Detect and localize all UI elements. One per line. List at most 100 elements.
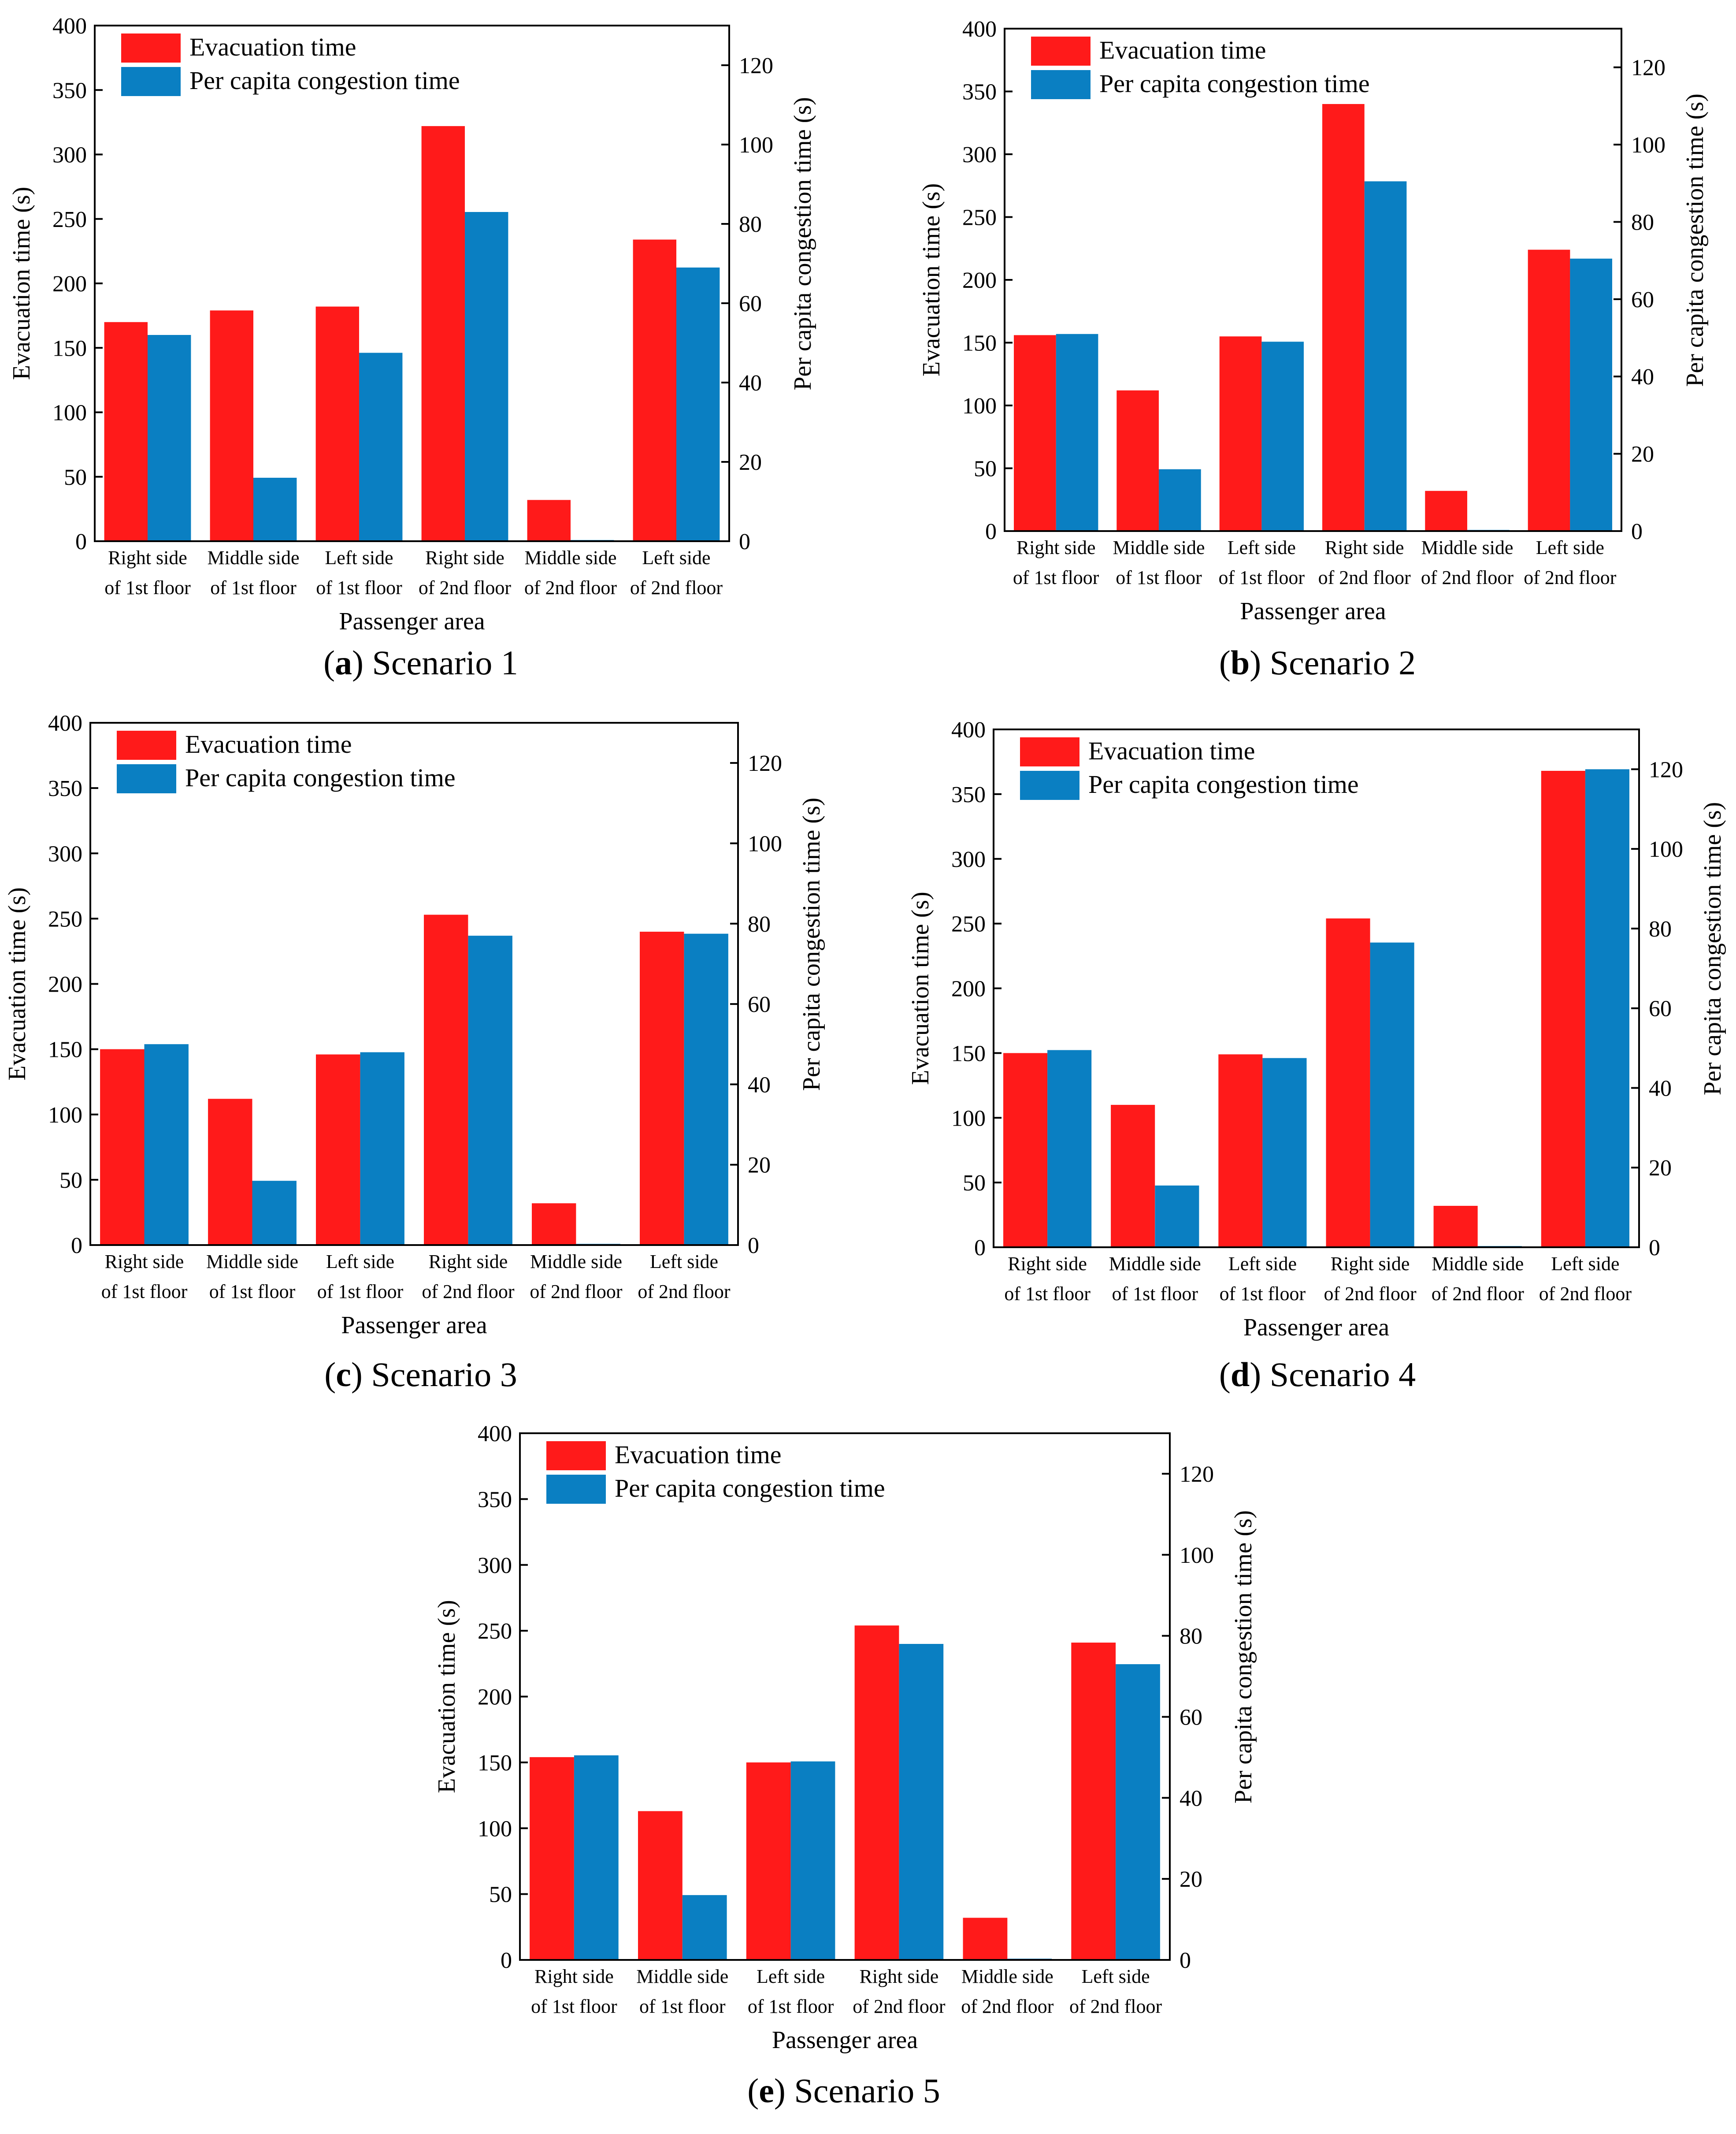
congestion-bar-1	[574, 1755, 619, 1960]
y2-axis-title: Per capita congestion time (s)	[789, 97, 816, 390]
chart-panel-d: Right side of 1st floor Middle side of 1st …	[907, 718, 1726, 1394]
left-tick-label: 50	[974, 457, 997, 482]
category-label-line: of 1st floor	[531, 1996, 617, 2017]
congestion-bar-1	[1056, 334, 1098, 531]
category-label-4: Right side of 2nd floor	[1324, 1253, 1417, 1305]
right-tick-label: 0	[739, 529, 750, 554]
category-label-line: of 1st floor	[101, 1281, 188, 1302]
category-label-line: of 2nd floor	[1421, 567, 1514, 588]
congestion-bar-6	[1570, 258, 1612, 531]
category-label-line: of 1st floor	[1013, 567, 1099, 588]
category-label-2: Middle side of 1st floor	[1113, 537, 1205, 588]
left-tick-label: 300	[52, 143, 87, 168]
category-label-line: Middle side	[525, 547, 617, 569]
congestion-bar-2	[1155, 1185, 1199, 1247]
category-label-5: Middle side of 2nd floor	[961, 1966, 1054, 2017]
caption-paren-open: (	[324, 1355, 336, 1394]
congestion-bar-4	[468, 936, 512, 1245]
caption-letter: e	[759, 2071, 774, 2110]
right-tick-label: 0	[1631, 519, 1643, 544]
category-label-line: Right side	[860, 1966, 939, 1987]
right-tick-label: 20	[1631, 442, 1654, 467]
legend-label-evacuation: Evacuation time	[185, 730, 352, 758]
congestion-bar-4	[1364, 181, 1407, 531]
left-tick-label: 250	[48, 907, 82, 932]
category-label-line: of 2nd floor	[638, 1281, 731, 1302]
left-tick-label: 100	[478, 1816, 512, 1841]
congestion-bar-6	[1116, 1664, 1160, 1960]
y-axis-title: Evacuation time (s)	[4, 887, 31, 1081]
evacuation-bar-6	[633, 239, 676, 541]
category-label-line: of 2nd floor	[1524, 567, 1617, 588]
congestion-bar-6	[1585, 769, 1629, 1247]
caption-letter: a	[335, 643, 352, 682]
category-label-line: of 1st floor	[748, 1996, 834, 2017]
category-label-3: Left side of 1st floor	[316, 547, 402, 599]
caption-text: Scenario 5	[794, 2071, 940, 2110]
legend-swatch-congestion	[121, 67, 181, 96]
y-axis-title: Evacuation time (s)	[918, 183, 945, 377]
category-label-line: Right side	[1008, 1253, 1087, 1275]
evacuation-bar-2	[210, 310, 253, 541]
congestion-bar-3	[360, 1052, 404, 1245]
category-label-line: of 1st floor	[209, 1281, 296, 1302]
y2-axis-title: Per capita congestion time (s)	[1230, 1510, 1257, 1804]
left-tick-label: 250	[52, 207, 87, 232]
left-tick-label: 200	[48, 972, 82, 997]
category-label-2: Middle side of 1st floor	[1109, 1253, 1201, 1305]
y-axis-title: Evacuation time (s)	[8, 187, 35, 380]
right-tick-label: 40	[1631, 364, 1654, 390]
category-label-line: Left side	[1551, 1253, 1619, 1275]
legend-swatch-congestion	[1020, 771, 1079, 800]
right-tick-label: 40	[1180, 1786, 1202, 1811]
x-axis-title: Passenger area	[772, 2026, 918, 2054]
congestion-bar-6	[684, 933, 728, 1245]
right-tick-label: 100	[739, 133, 773, 158]
congestion-bar-4	[465, 212, 508, 541]
left-tick-label: 50	[59, 1168, 82, 1193]
category-label-1: Right side of 1st floor	[1013, 537, 1099, 588]
congestion-bar-1	[144, 1044, 189, 1245]
legend-label-evacuation: Evacuation time	[189, 33, 356, 61]
chart-panel-a: Right side of 1st floor Middle side of 1st …	[8, 14, 816, 682]
right-tick-label: 40	[1649, 1076, 1672, 1101]
chart-panel-b: Right side of 1st floor Middle side of 1st …	[918, 17, 1709, 682]
congestion-bar-2	[253, 478, 297, 541]
legend-swatch-evacuation	[121, 33, 181, 63]
right-tick-label: 80	[739, 212, 762, 237]
congestion-bar-3	[1261, 342, 1304, 531]
panel-caption: (d) Scenario 4	[1219, 1355, 1416, 1394]
caption-paren-open: (	[747, 2071, 759, 2110]
evacuation-bar-1	[1014, 335, 1056, 531]
evacuation-bar-4	[854, 1625, 899, 1960]
left-tick-label: 150	[48, 1037, 82, 1063]
left-tick-label: 150	[962, 331, 997, 356]
right-tick-label: 0	[1180, 1948, 1191, 1973]
category-label-line: of 2nd floor	[853, 1996, 946, 2017]
category-label-line: Right side	[429, 1251, 508, 1272]
right-tick-label: 60	[748, 992, 771, 1017]
category-label-3: Left side of 1st floor	[1219, 537, 1305, 588]
category-label-line: Right side	[534, 1966, 614, 1987]
y-axis-title: Evacuation time (s)	[907, 892, 934, 1085]
legend-label-congestion: Per capita congestion time	[185, 763, 456, 792]
category-label-line: Middle side	[1113, 537, 1205, 558]
panel-caption: (b) Scenario 2	[1219, 643, 1416, 682]
right-tick-label: 20	[1649, 1156, 1672, 1181]
congestion-bar-3	[359, 353, 403, 541]
category-label-line: of 1st floor	[317, 1281, 404, 1302]
legend-swatch-congestion	[117, 764, 176, 793]
right-tick-label: 80	[1649, 917, 1672, 942]
right-tick-label: 20	[1180, 1867, 1202, 1892]
left-tick-label: 250	[951, 912, 986, 937]
category-label-6: Left side of 2nd floor	[630, 547, 723, 599]
caption-text: Scenario 3	[371, 1355, 517, 1394]
category-label-3: Left side of 1st floor	[748, 1966, 834, 2017]
y2-axis-title: Per capita congestion time (s)	[1699, 802, 1726, 1096]
right-tick-label: 60	[1180, 1705, 1202, 1730]
caption-paren-open: (	[323, 643, 335, 682]
category-label-line: of 1st floor	[1116, 567, 1202, 588]
evacuation-bar-1	[104, 322, 148, 542]
x-axis-title: Passenger area	[1243, 1314, 1389, 1341]
